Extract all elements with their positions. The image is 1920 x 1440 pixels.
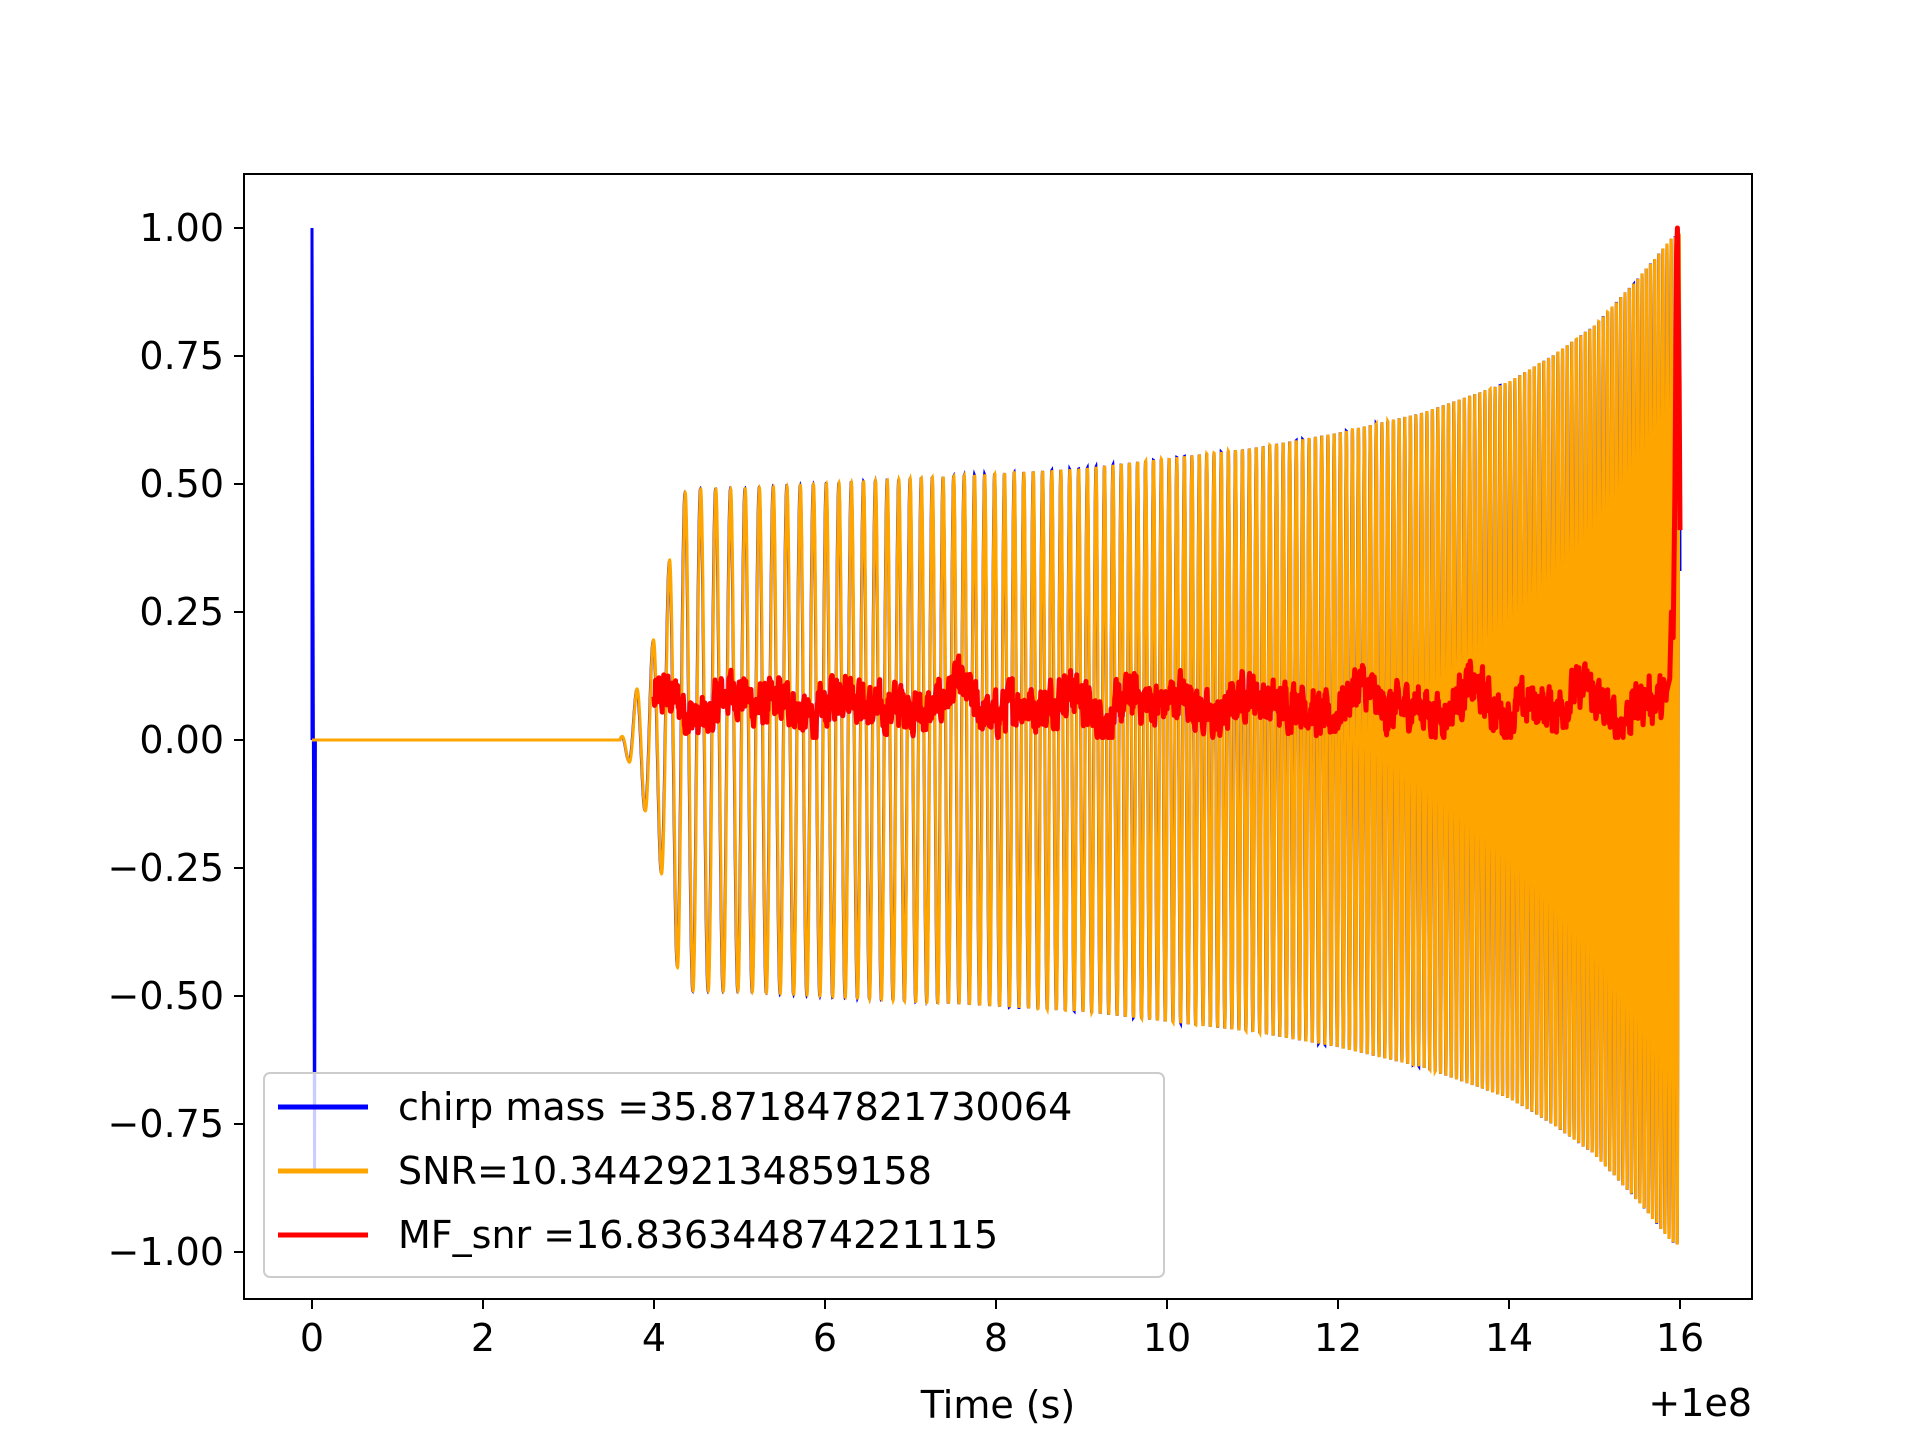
- y-tick-label: 0.00: [139, 718, 224, 762]
- x-tick-label: 10: [1143, 1316, 1191, 1360]
- x-tick-label: 6: [813, 1316, 837, 1360]
- series-line-snr: [312, 233, 1682, 1245]
- x-tick-label: 2: [471, 1316, 495, 1360]
- y-tick-label: 0.25: [139, 590, 224, 634]
- legend-label-snr: SNR=10.344292134859158: [398, 1149, 932, 1193]
- x-tick-label: 4: [642, 1316, 666, 1360]
- y-tick-label: 1.00: [139, 206, 224, 250]
- series-line-mf-snr: [651, 225, 1683, 740]
- x-tick-label: 8: [984, 1316, 1008, 1360]
- plot-frame: [243, 173, 1753, 1300]
- y-tick-label: −1.00: [108, 1230, 224, 1274]
- y-tick-label: −0.25: [108, 846, 224, 890]
- x-tick-label: 0: [300, 1316, 324, 1360]
- y-tick-label: 0.50: [139, 462, 224, 506]
- legend-label-chirp-mass: chirp mass =35.871847821730064: [398, 1085, 1072, 1129]
- x-tick-label: 14: [1485, 1316, 1533, 1360]
- y-axis: 1.00 0.75 0.50 0.25 0.00 −0.25 −0.50 −0.75 −1.00: [108, 206, 244, 1274]
- x-axis-offset-label: +1e8: [1648, 1381, 1752, 1425]
- legend-label-mf-snr: MF_snr =16.836344874221115: [398, 1213, 998, 1257]
- legend: chirp mass =35.871847821730064 SNR=10.34…: [263, 1072, 1165, 1278]
- y-tick-label: −0.50: [108, 974, 224, 1018]
- y-tick-label: −0.75: [108, 1102, 224, 1146]
- x-axis: 0 2 4 6 8 10 12 14 16: [300, 1299, 1704, 1360]
- y-tick-label: 0.75: [139, 334, 224, 378]
- x-tick-label: 12: [1314, 1316, 1362, 1360]
- legend-box: [263, 1072, 1165, 1278]
- x-axis-label: Time (s): [920, 1383, 1076, 1427]
- x-tick-label: 16: [1656, 1316, 1704, 1360]
